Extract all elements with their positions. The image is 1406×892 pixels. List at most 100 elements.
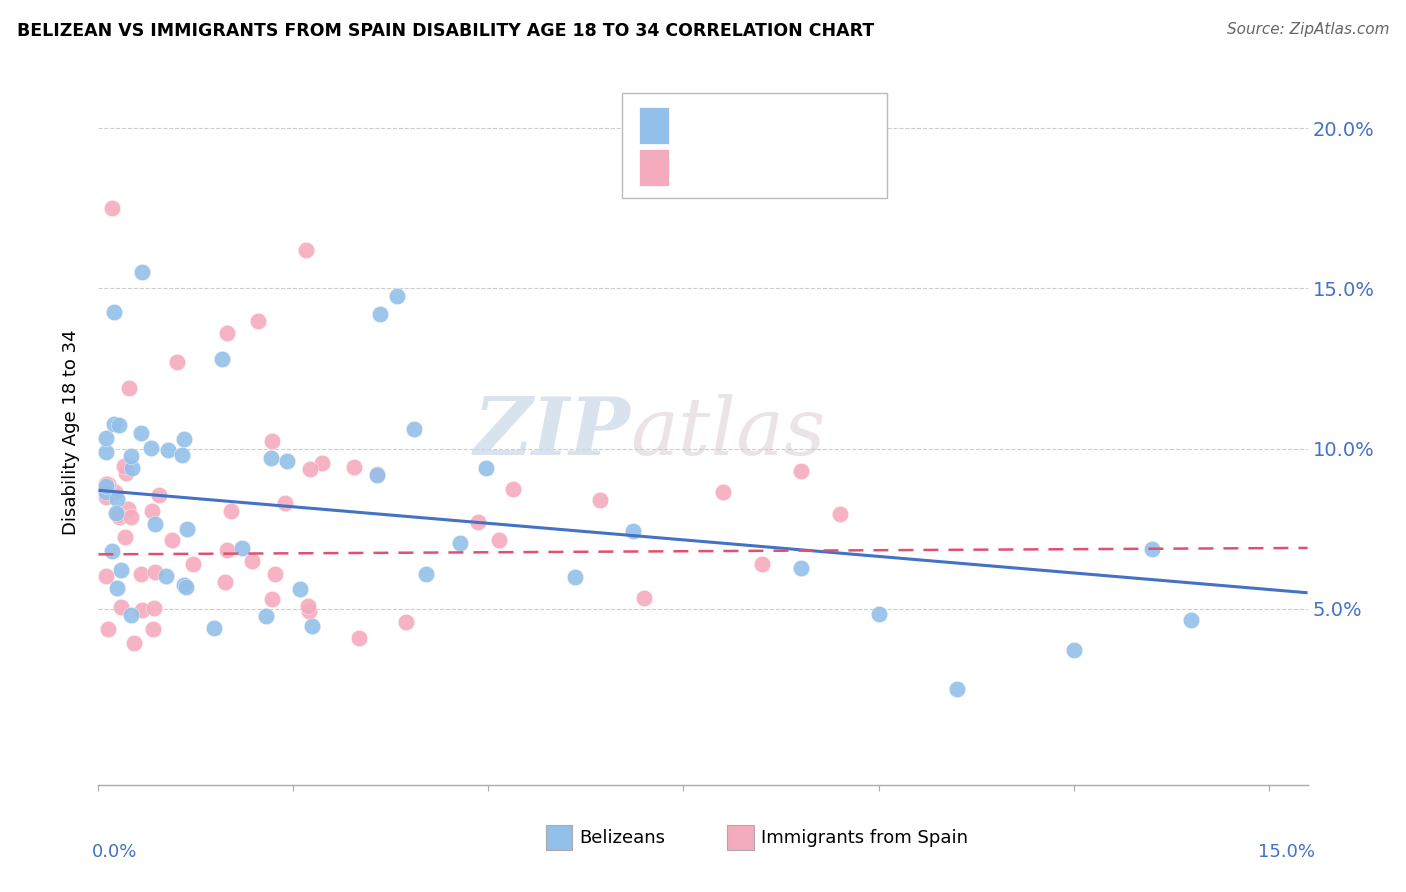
Point [395, 615, 418, 630]
Point [122, 636, 145, 650]
Text: Belizeans: Belizeans [579, 829, 665, 847]
Text: ZIP: ZIP [474, 394, 630, 471]
Point [211, 351, 233, 366]
Point [366, 468, 388, 483]
Text: BELIZEAN VS IMMIGRANTS FROM SPAIN DISABILITY AGE 18 TO 34 CORRELATION CHART: BELIZEAN VS IMMIGRANTS FROM SPAIN DISABI… [17, 22, 875, 40]
Point [311, 456, 333, 470]
FancyBboxPatch shape [621, 93, 887, 198]
Point [96, 445, 118, 459]
Point [260, 591, 283, 606]
Bar [638, 149, 669, 186]
Point [294, 243, 316, 257]
Point [166, 355, 188, 369]
Point [301, 618, 323, 632]
Point [129, 425, 152, 440]
Point [402, 422, 425, 436]
Point [145, 516, 167, 531]
Point [217, 326, 239, 341]
Point [120, 608, 142, 623]
Point [114, 529, 136, 543]
Point [1140, 541, 1163, 556]
Point [264, 566, 287, 581]
Point [141, 504, 163, 518]
Point [105, 581, 128, 595]
Point [368, 307, 391, 321]
Point [298, 604, 321, 618]
Point [467, 516, 489, 530]
Point [415, 566, 437, 581]
Point [173, 432, 195, 446]
Point [262, 434, 284, 448]
Point [621, 524, 644, 538]
Y-axis label: Disability Age 18 to 34: Disability Age 18 to 34 [62, 330, 80, 535]
Point [103, 305, 125, 319]
Point [181, 557, 204, 571]
Point [274, 496, 297, 510]
Point [131, 265, 153, 279]
Bar [546, 825, 572, 850]
Point [488, 533, 510, 548]
Point [97, 477, 120, 491]
Point [107, 509, 129, 524]
Point [449, 536, 471, 550]
Point [110, 563, 132, 577]
Point [103, 417, 125, 431]
Point [711, 485, 734, 500]
Point [828, 507, 851, 521]
Point [96, 490, 118, 504]
Point [1063, 643, 1085, 657]
Point [945, 681, 967, 696]
Point [105, 491, 128, 506]
Point [202, 621, 225, 635]
Point [160, 533, 183, 547]
Bar [727, 825, 754, 850]
Point [475, 461, 498, 475]
Point [96, 623, 118, 637]
Point [214, 575, 236, 590]
Point [120, 510, 142, 524]
Point [633, 591, 655, 606]
Point [240, 554, 263, 568]
Point [1180, 613, 1202, 627]
Point [143, 600, 166, 615]
Point [107, 508, 129, 523]
Point [96, 479, 118, 493]
Bar [638, 107, 669, 144]
Point [121, 461, 143, 475]
Point [254, 609, 277, 624]
Text: R = 0.005: R = 0.005 [688, 159, 778, 177]
Point [112, 459, 135, 474]
Point [868, 607, 890, 622]
Point [751, 557, 773, 571]
Point [120, 449, 142, 463]
Text: Source: ZipAtlas.com: Source: ZipAtlas.com [1226, 22, 1389, 37]
Point [141, 441, 163, 455]
Point [343, 459, 366, 474]
Point [115, 466, 138, 480]
Point [118, 381, 141, 395]
Point [247, 313, 270, 327]
Point [298, 462, 321, 476]
Point [110, 599, 132, 614]
Text: N = 49: N = 49 [808, 116, 872, 135]
Point [385, 288, 408, 302]
Point [288, 582, 311, 597]
Point [104, 506, 127, 520]
Text: Immigrants from Spain: Immigrants from Spain [761, 829, 969, 847]
Point [231, 541, 253, 556]
Point [172, 448, 194, 462]
Point [96, 569, 118, 583]
Text: 15.0%: 15.0% [1257, 843, 1315, 861]
Point [564, 570, 586, 584]
Point [101, 544, 124, 558]
Text: atlas: atlas [630, 394, 825, 471]
Point [96, 432, 118, 446]
Point [176, 522, 198, 536]
Point [259, 451, 281, 466]
Text: N = 55: N = 55 [808, 159, 872, 177]
Point [215, 543, 238, 558]
Point [297, 599, 319, 613]
Point [96, 476, 118, 491]
Point [148, 488, 170, 502]
Point [129, 566, 152, 581]
